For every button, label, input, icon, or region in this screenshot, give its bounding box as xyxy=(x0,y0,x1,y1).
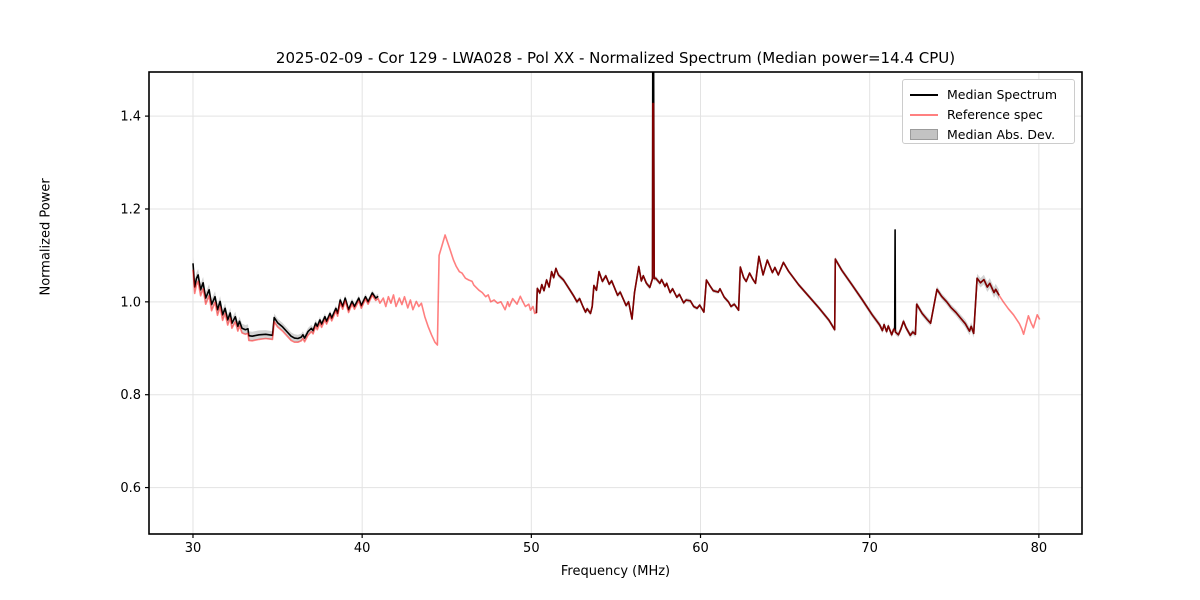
y-tick-label: 0.6 xyxy=(120,481,141,496)
x-tick-label: 40 xyxy=(354,541,371,556)
legend-item-reference-spec: Reference spec xyxy=(910,105,1074,124)
x-tick-label: 50 xyxy=(523,541,540,556)
x-axis-label: Frequency (MHz) xyxy=(560,564,671,579)
plot-area xyxy=(149,72,1082,534)
legend-label: Median Abs. Dev. xyxy=(947,127,1056,142)
legend-item-median-spectrum: Median Spectrum xyxy=(910,85,1074,104)
reference-spec-line-swatch xyxy=(910,113,938,116)
tick-labels: 30 40 50 60 70 80 0.6 0.8 1.0 1.2 1.4 xyxy=(120,110,1047,556)
tick-marks xyxy=(145,115,1040,538)
y-tick-label: 1.2 xyxy=(120,202,141,217)
x-tick-label: 70 xyxy=(861,541,878,556)
mad-patch-swatch xyxy=(910,129,938,140)
y-tick-label: 1.0 xyxy=(120,295,141,310)
median-spectrum-line-swatch xyxy=(910,93,938,96)
y-tick-label: 1.4 xyxy=(120,110,141,125)
legend-label: Median Spectrum xyxy=(947,87,1058,102)
legend-label: Reference spec xyxy=(947,107,1043,122)
reference-spec-line xyxy=(192,102,1041,346)
x-tick-label: 80 xyxy=(1031,541,1048,556)
y-tick-label: 0.8 xyxy=(120,388,141,403)
legend-item-median-abs-dev: Median Abs. Dev. xyxy=(910,125,1074,144)
x-tick-label: 60 xyxy=(692,541,709,556)
chart-title: 2025-02-09 - Cor 129 - LWA028 - Pol XX -… xyxy=(275,49,956,67)
mad-band xyxy=(536,72,1000,339)
legend-box: Median Spectrum Reference spec Median Ab… xyxy=(902,79,1075,144)
x-tick-label: 30 xyxy=(185,541,202,556)
axes-spines xyxy=(148,71,1083,535)
